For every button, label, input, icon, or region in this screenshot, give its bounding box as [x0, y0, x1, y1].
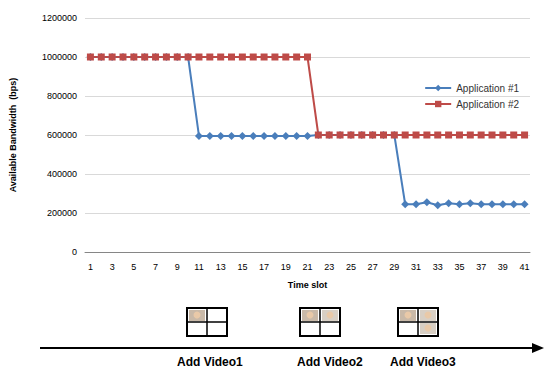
svg-text:35: 35: [454, 262, 464, 272]
svg-text:Time slot: Time slot: [288, 280, 327, 290]
svg-text:11: 11: [194, 262, 203, 272]
svg-text:29: 29: [389, 262, 399, 272]
svg-text:31: 31: [411, 262, 421, 272]
svg-text:3: 3: [110, 262, 115, 272]
svg-text:37: 37: [476, 262, 486, 272]
svg-text:33: 33: [433, 262, 443, 272]
svg-text:Add Video1: Add Video1: [177, 355, 243, 369]
svg-text:27: 27: [368, 262, 378, 272]
svg-text:21: 21: [302, 262, 312, 272]
svg-text:23: 23: [324, 262, 334, 272]
svg-text:1200000: 1200000: [42, 13, 77, 23]
svg-text:1: 1: [88, 262, 93, 272]
svg-text:1000000: 1000000: [42, 52, 77, 62]
svg-text:Add Video2: Add Video2: [297, 355, 363, 369]
svg-text:25: 25: [346, 262, 356, 272]
svg-text:5: 5: [131, 262, 136, 272]
svg-text:15: 15: [237, 262, 247, 272]
svg-text:800000: 800000: [47, 91, 77, 101]
svg-text:19: 19: [281, 262, 291, 272]
svg-text:41: 41: [520, 262, 530, 272]
svg-text:13: 13: [216, 262, 226, 272]
svg-text:Application #1: Application #1: [456, 83, 519, 94]
svg-text:0: 0: [72, 247, 77, 257]
svg-text:600000: 600000: [47, 130, 77, 140]
svg-text:39: 39: [498, 262, 508, 272]
svg-text:7: 7: [153, 262, 158, 272]
svg-text:Add Video3: Add Video3: [390, 355, 456, 369]
svg-text:400000: 400000: [47, 169, 77, 179]
svg-text:9: 9: [175, 262, 180, 272]
svg-text:17: 17: [259, 262, 269, 272]
svg-text:Application #2: Application #2: [456, 99, 519, 110]
svg-text:200000: 200000: [47, 208, 77, 218]
svg-text:Available Bandwidth (bps): Available Bandwidth (bps): [8, 78, 18, 193]
